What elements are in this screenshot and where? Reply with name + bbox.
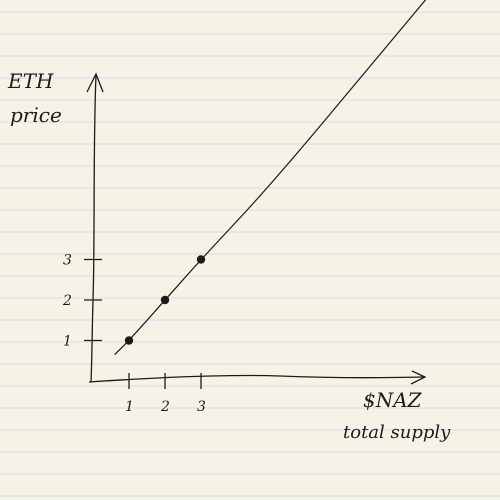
x-axis <box>88 374 425 383</box>
y-tick-label-3: 3 <box>63 253 72 269</box>
y-tick-label-2: 2 <box>62 293 72 309</box>
y-axis-title-line2: price <box>10 103 62 127</box>
x-tick-label-3: 3 <box>197 399 206 415</box>
data-point-3 <box>196 255 206 264</box>
trend-line-group <box>114 0 427 356</box>
tick-marks: 1 2 3 1 2 3 <box>62 253 206 416</box>
x-tick-label-2: 2 <box>160 399 170 415</box>
x-tick-label-1: 1 <box>125 399 134 415</box>
ruled-lines <box>0 11 500 497</box>
axes <box>86 72 427 385</box>
y-tick-label-1: 1 <box>63 334 72 350</box>
y-axis-arrowhead <box>86 72 104 93</box>
x-axis-arrowhead <box>410 370 427 385</box>
data-point-1 <box>124 336 134 345</box>
x-axis-title-line2: total supply <box>343 422 451 443</box>
x-axis-title-line1: $NAZ <box>363 388 423 412</box>
y-axis <box>90 74 97 383</box>
data-point-2 <box>160 295 170 305</box>
data-points <box>124 255 206 345</box>
trend-line <box>114 0 427 356</box>
y-axis-title-line1: ETH <box>7 69 54 93</box>
